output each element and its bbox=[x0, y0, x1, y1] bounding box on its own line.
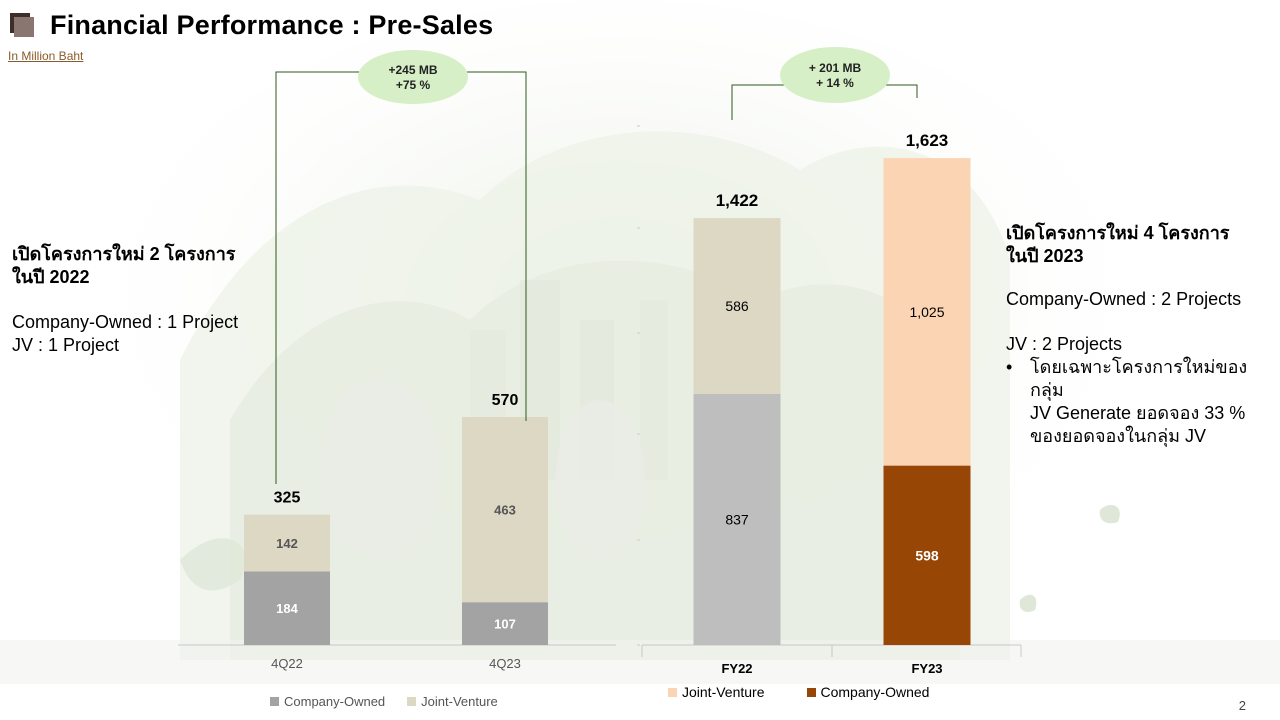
bar-fy-fy23-joint-venture bbox=[883, 158, 971, 466]
right-company-owned-line: Company-Owned : 2 Projects bbox=[1006, 289, 1242, 309]
bullet-line1: โดยเฉพาะโครงการใหม่ของกลุ่ม bbox=[1030, 357, 1248, 400]
total-label-q-4q22: 325 bbox=[274, 490, 301, 507]
bar-q-4q23-joint-venture bbox=[462, 417, 548, 603]
total-label-fy-fy22: 1,422 bbox=[716, 191, 759, 210]
legend-swatch-company-owned bbox=[270, 697, 279, 706]
bar-fy-fy23-company-owned bbox=[883, 465, 971, 645]
page-title: Financial Performance : Pre-Sales bbox=[50, 9, 494, 40]
left-heading-line1: เปิดโครงการใหม่ 2 โครงการ bbox=[12, 244, 236, 264]
legend-swatch-company-owned-fy bbox=[806, 687, 816, 697]
left-heading-line2: ในปี 2022 bbox=[12, 267, 90, 287]
legend-label-joint-venture: Joint-Venture bbox=[421, 694, 498, 709]
left-company-owned-line: Company-Owned : 1 Project bbox=[12, 312, 239, 332]
change-percent-q: +75 % bbox=[396, 78, 431, 92]
right-heading-line2: ในปี 2023 bbox=[1006, 246, 1084, 266]
change-bubble-fy bbox=[780, 47, 890, 103]
category-label-fy-fy23: FY23 bbox=[911, 661, 942, 676]
title-square-icon bbox=[10, 13, 34, 37]
legend-swatch-joint-venture bbox=[407, 697, 417, 706]
category-label-q-4q22: 4Q22 bbox=[271, 656, 303, 671]
legend-label-joint-venture-fy: Joint-Venture bbox=[682, 684, 765, 700]
page-header: Financial Performance : Pre-Sales bbox=[10, 8, 493, 42]
left-jv-line: JV : 1 Project bbox=[12, 335, 120, 355]
legend-label-company-owned-fy: Company-Owned bbox=[820, 684, 930, 700]
change-amount-q: +245 MB bbox=[388, 63, 437, 77]
bullet-line2: JV Generate ยอดจอง 33 % bbox=[1030, 403, 1246, 423]
bar-fy-fy22-company-owned bbox=[693, 393, 781, 645]
bar-q-4q22-company-owned bbox=[244, 571, 330, 645]
data-label-q-4q23-company-owned: 107 bbox=[494, 617, 516, 632]
legend-item-company-owned-fy: Company-Owned bbox=[806, 684, 930, 700]
bar-q-4q23-company-owned bbox=[462, 602, 548, 645]
total-label-q-4q23: 570 bbox=[492, 392, 519, 409]
total-label-fy-fy23: 1,623 bbox=[906, 131, 949, 150]
right-heading-line1: เปิดโครงการใหม่ 4 โครงการ bbox=[1006, 223, 1230, 243]
data-label-fy-fy23-joint-venture: 1,025 bbox=[909, 304, 944, 320]
change-percent-fy: + 14 % bbox=[816, 76, 854, 90]
category-label-fy-fy22: FY22 bbox=[721, 661, 752, 676]
bar-fy-fy22-joint-venture bbox=[693, 218, 781, 394]
category-label-q-4q23: 4Q23 bbox=[489, 656, 521, 671]
right-commentary: เปิดโครงการใหม่ 4 โครงการ ในปี 2023 Comp… bbox=[1006, 222, 1278, 448]
data-label-q-4q23-joint-venture: 463 bbox=[494, 503, 516, 518]
bullet-line3: ของยอดจองในกลุ่ม JV bbox=[1030, 426, 1206, 446]
data-label-fy-fy22-company-owned: 837 bbox=[725, 511, 749, 527]
data-label-q-4q22-joint-venture: 142 bbox=[276, 536, 298, 551]
left-commentary: เปิดโครงการใหม่ 2 โครงการ ในปี 2022 Comp… bbox=[12, 243, 282, 357]
legend-item-joint-venture: Joint-Venture bbox=[407, 694, 498, 709]
bar-q-4q22-joint-venture bbox=[244, 514, 330, 572]
change-bubble-q bbox=[358, 50, 468, 104]
legend-swatch-joint-venture-fy bbox=[668, 687, 677, 697]
legend-item-joint-venture-fy: Joint-Venture bbox=[668, 684, 765, 700]
bullet-dot: • bbox=[1006, 357, 1013, 377]
unit-note: In Million Baht bbox=[8, 49, 84, 63]
legend-yearly: Joint-Venture Company-Owned bbox=[668, 684, 929, 700]
legend-label-company-owned: Company-Owned bbox=[284, 694, 386, 709]
data-label-fy-fy23-company-owned: 598 bbox=[915, 547, 939, 563]
data-label-fy-fy22-joint-venture: 586 bbox=[725, 298, 749, 314]
data-label-q-4q22-company-owned: 184 bbox=[276, 601, 298, 616]
change-amount-fy: + 201 MB bbox=[809, 61, 862, 75]
legend-quarterly: Company-Owned Joint-Venture bbox=[270, 694, 498, 709]
right-jv-line: JV : 2 Projects bbox=[1006, 334, 1123, 354]
legend-item-company-owned: Company-Owned bbox=[270, 694, 385, 709]
page-number: 2 bbox=[1238, 698, 1246, 713]
right-bullet: • โดยเฉพาะโครงการใหม่ของกลุ่ม JV Generat… bbox=[1006, 356, 1278, 448]
